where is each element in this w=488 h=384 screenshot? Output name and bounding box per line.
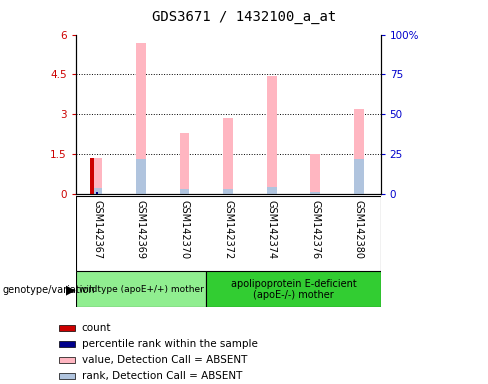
Text: wildtype (apoE+/+) mother: wildtype (apoE+/+) mother — [79, 285, 203, 294]
Text: apolipoprotein E-deficient
(apoE-/-) mother: apolipoprotein E-deficient (apoE-/-) mot… — [231, 278, 356, 300]
Bar — [76, 271, 206, 307]
Bar — [267, 76, 277, 194]
Bar — [59, 341, 75, 347]
Bar — [136, 159, 146, 194]
Text: percentile rank within the sample: percentile rank within the sample — [81, 339, 258, 349]
Bar — [90, 158, 94, 194]
Bar — [354, 109, 364, 194]
Bar — [224, 189, 233, 194]
Bar — [180, 133, 189, 194]
Bar — [224, 118, 233, 194]
Bar — [93, 188, 102, 194]
Text: rank, Detection Call = ABSENT: rank, Detection Call = ABSENT — [81, 371, 242, 381]
Bar — [180, 189, 189, 194]
Bar — [59, 357, 75, 363]
Bar — [206, 271, 381, 307]
Text: GSM142376: GSM142376 — [310, 200, 320, 259]
Text: GSM142372: GSM142372 — [223, 200, 233, 259]
Bar — [59, 325, 75, 331]
Text: value, Detection Call = ABSENT: value, Detection Call = ABSENT — [81, 355, 247, 365]
Bar — [310, 192, 320, 194]
Bar — [96, 192, 99, 194]
Text: ▶: ▶ — [66, 283, 76, 296]
Text: GSM142369: GSM142369 — [136, 200, 146, 258]
Bar — [136, 43, 146, 194]
Text: GSM142367: GSM142367 — [92, 200, 102, 259]
Bar — [354, 159, 364, 194]
Bar — [93, 158, 102, 194]
Bar — [310, 154, 320, 194]
Bar — [267, 187, 277, 194]
Text: GSM142374: GSM142374 — [267, 200, 277, 259]
Text: GDS3671 / 1432100_a_at: GDS3671 / 1432100_a_at — [152, 10, 336, 23]
Bar — [59, 373, 75, 379]
Text: GSM142370: GSM142370 — [180, 200, 189, 259]
Text: genotype/variation: genotype/variation — [2, 285, 95, 295]
Text: count: count — [81, 323, 111, 333]
Text: GSM142380: GSM142380 — [354, 200, 364, 258]
